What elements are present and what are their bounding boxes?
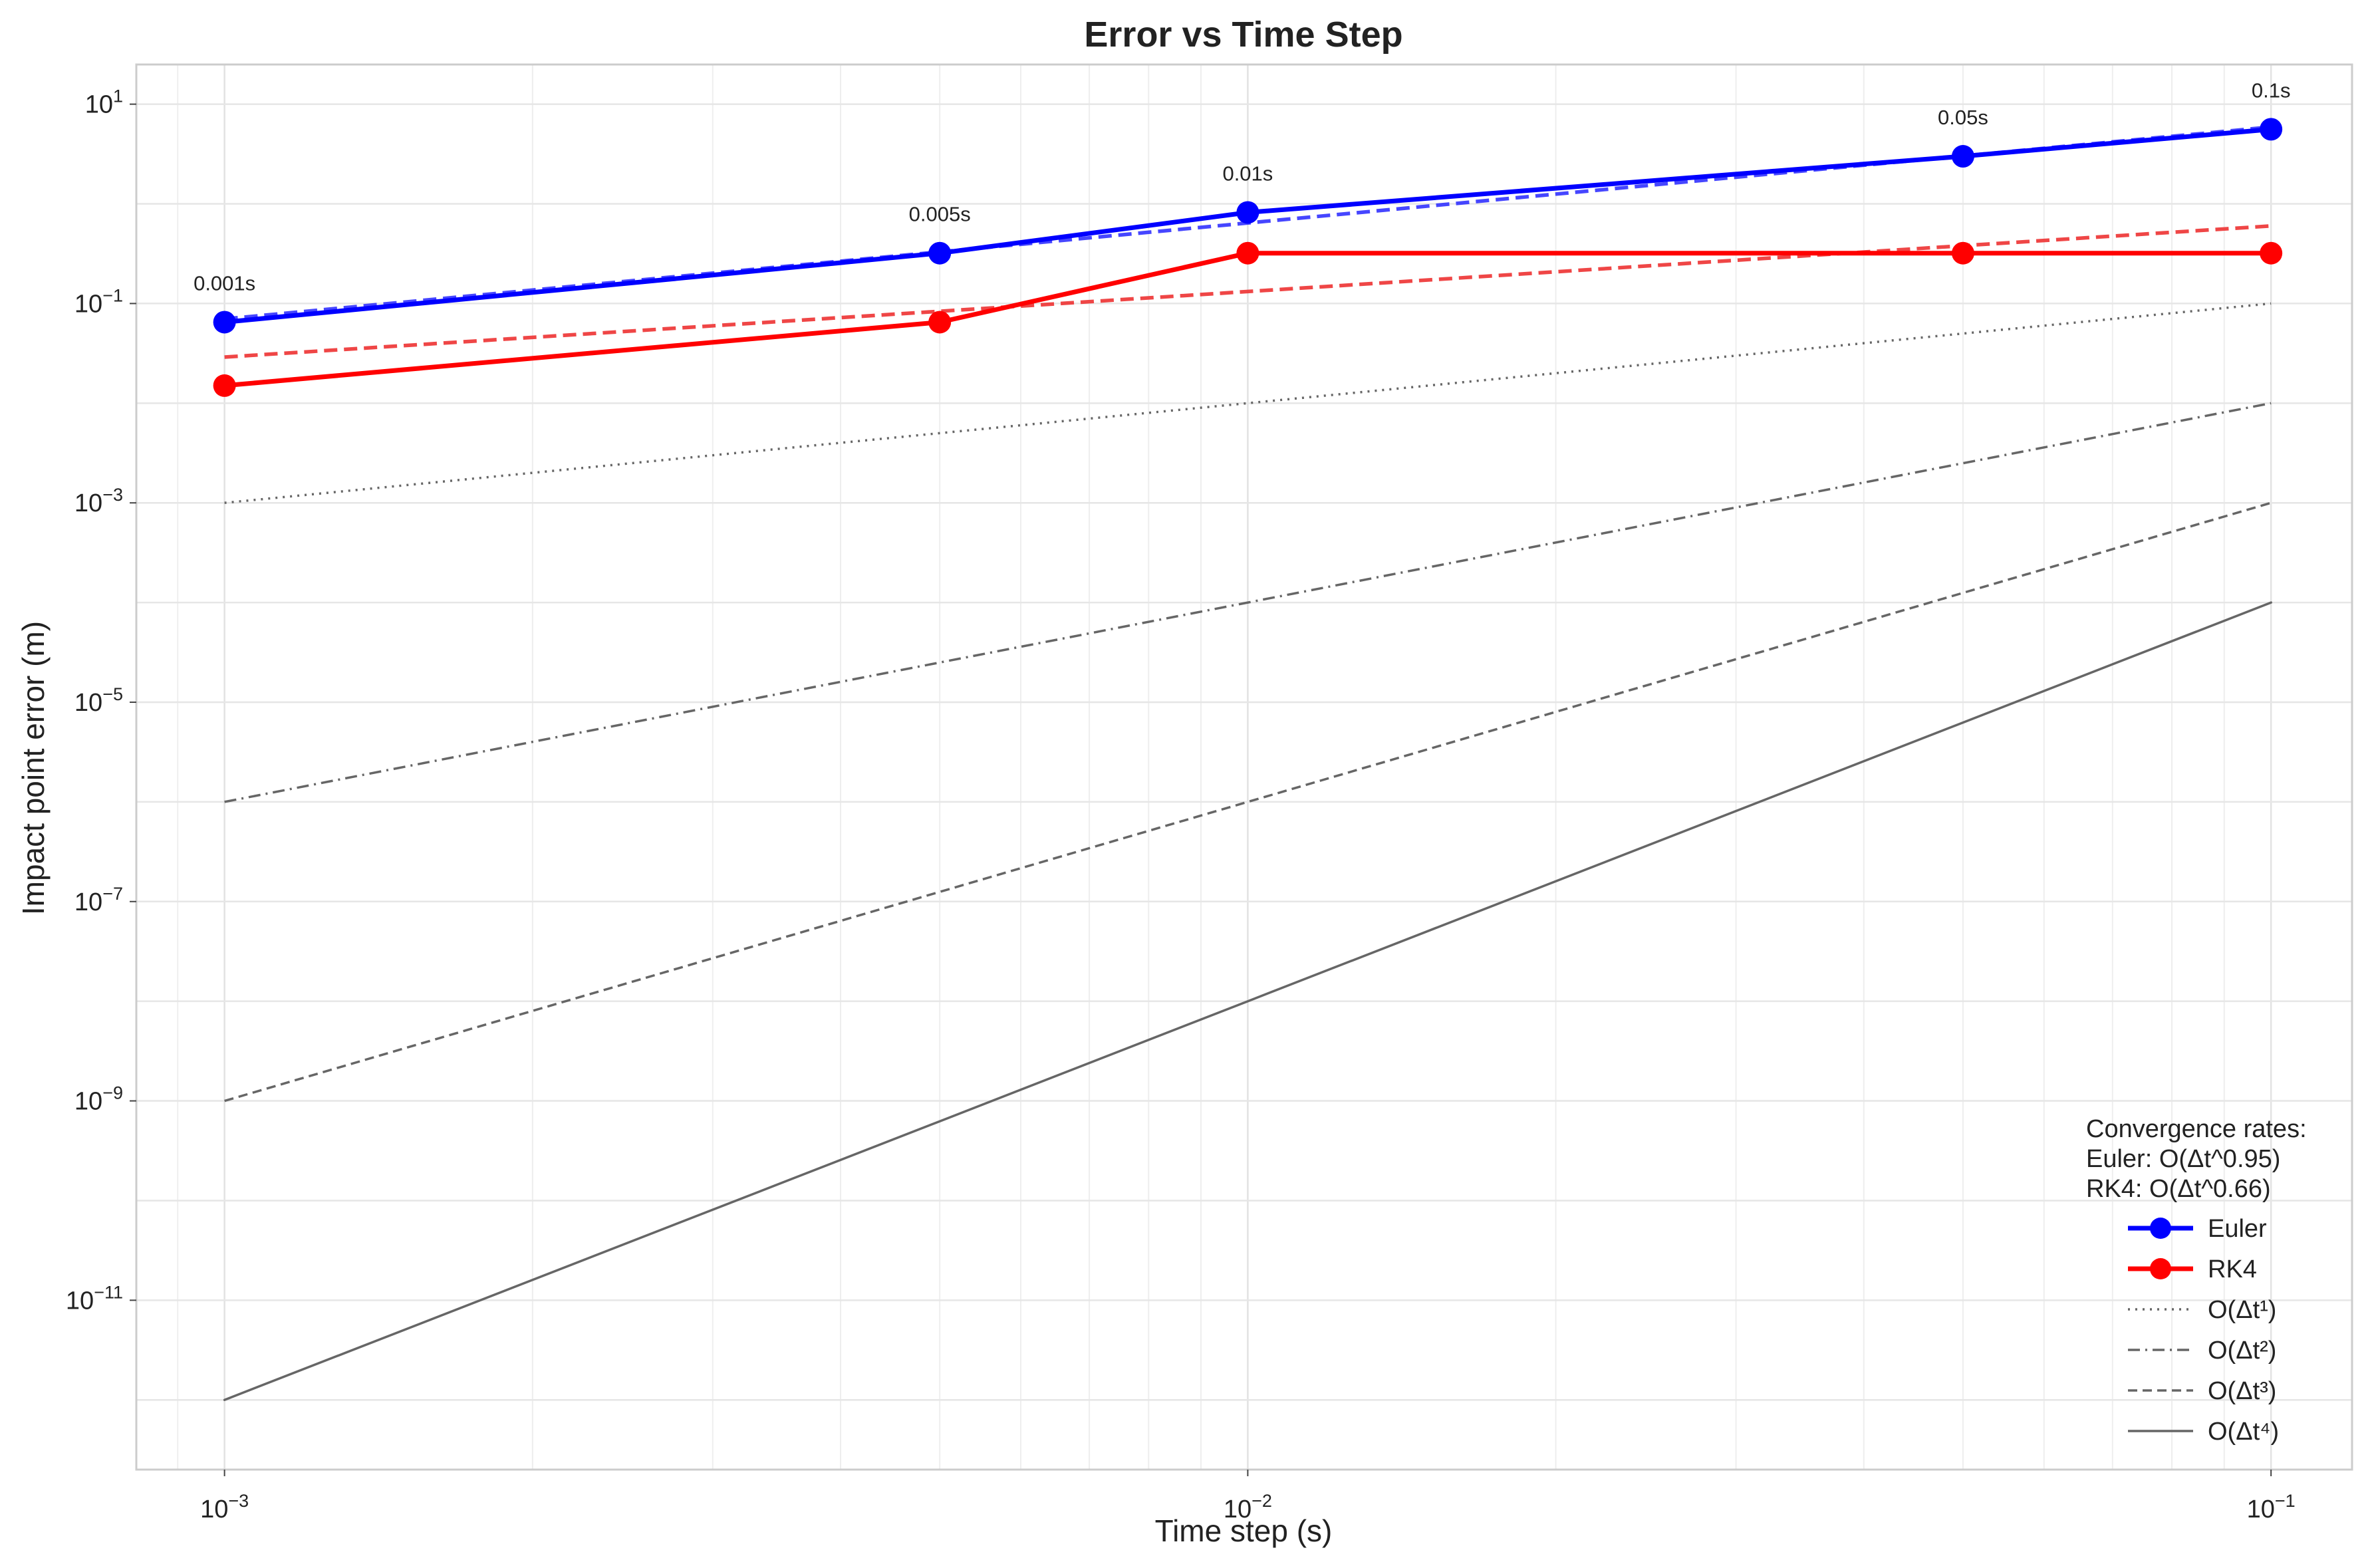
data-point [2260, 118, 2283, 141]
legend: Convergence rates: Euler: O(Δt^0.95) RK4… [2086, 1115, 2307, 1446]
legend-marker [2150, 1218, 2171, 1239]
x-axis-label: Time step (s) [1155, 1513, 1333, 1548]
data-series [213, 118, 2283, 397]
legend-marker [2150, 1258, 2171, 1279]
fit-line [224, 224, 2272, 359]
legend-title-line: Euler: O(Δt^0.95) [2086, 1145, 2280, 1173]
axis-ticks: 10−3 10−2 10−1 101 10−1 10−3 10−5 10−7 10−9 10−11 [66, 86, 2296, 1523]
data-point [1951, 241, 1974, 265]
legend-label: RK4 [2208, 1255, 2257, 1283]
legend-label: Euler [2208, 1215, 2267, 1243]
x-tick-label: 10−3 [200, 1491, 249, 1523]
legend-title-line: Convergence rates: [2086, 1115, 2307, 1143]
data-point [928, 311, 952, 334]
y-tick-label: 10−5 [74, 684, 123, 717]
reference-lines [223, 302, 2272, 1401]
y-tick-label: 101 [85, 86, 123, 119]
legend-label: O(Δt⁴) [2208, 1418, 2279, 1446]
y-tick-label: 10−3 [74, 485, 123, 517]
y-tick-label: 10−9 [74, 1083, 123, 1116]
legend-entries: Euler RK4 O(Δt¹) O(Δt²) O(Δt³) O(Δt⁴) [2128, 1215, 2279, 1446]
x-tick-label: 10−2 [1224, 1491, 1272, 1523]
data-point [2260, 241, 2283, 265]
legend-label: O(Δt¹) [2208, 1296, 2276, 1324]
point-labels: 0.001s 0.005s 0.01s 0.05s 0.1s [194, 78, 2290, 295]
series-line [224, 501, 2272, 1103]
x-tick-label: 10−1 [2247, 1491, 2296, 1523]
legend-label: O(Δt³) [2208, 1377, 2276, 1405]
point-label: 0.01s [1222, 162, 1273, 185]
legend-title-line: RK4: O(Δt^0.66) [2086, 1175, 2271, 1203]
plot-frame [135, 63, 2353, 1471]
data-point [213, 374, 236, 397]
point-label: 0.001s [194, 271, 255, 295]
data-point [1236, 241, 1259, 265]
point-label: 0.1s [2252, 78, 2291, 102]
point-label: 0.05s [1938, 106, 1988, 129]
data-point [1236, 201, 1259, 224]
chart-title: Error vs Time Step [1084, 15, 1402, 55]
y-axis-label: Impact point error (m) [16, 621, 51, 915]
y-tick-label: 10−11 [66, 1282, 123, 1315]
series-line [223, 601, 2272, 1401]
y-tick-label: 10−7 [74, 884, 123, 916]
point-label: 0.005s [909, 203, 971, 226]
series-line [224, 402, 2272, 803]
data-point [928, 241, 952, 265]
data-point [1951, 145, 1974, 168]
y-tick-label: 10−1 [74, 285, 123, 318]
data-point [213, 311, 236, 334]
legend-label: O(Δt²) [2208, 1337, 2276, 1365]
